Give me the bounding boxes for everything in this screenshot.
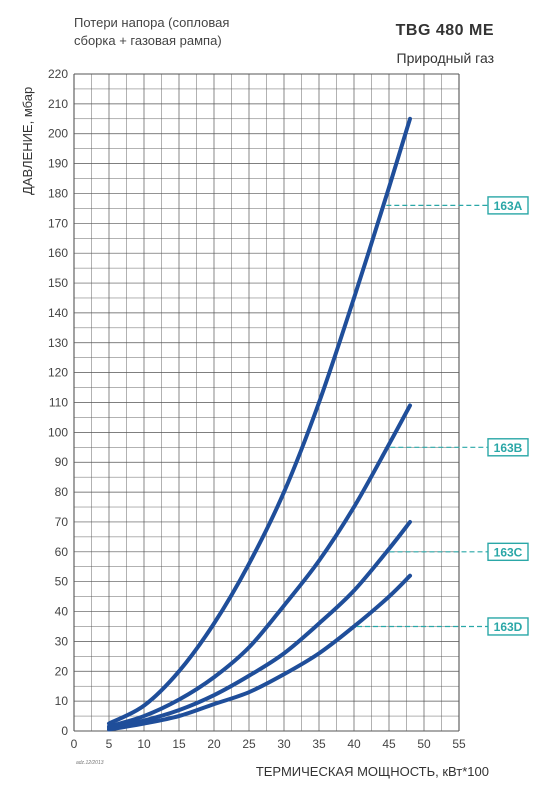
label-box-163a <box>487 196 529 215</box>
chart-curves <box>107 116 412 732</box>
curve-163c <box>107 519 412 731</box>
y-tick-label: 180 <box>48 186 68 200</box>
y-tick-label: 90 <box>55 455 69 469</box>
y-tick-label: 10 <box>55 694 69 708</box>
x-tick-label: 15 <box>172 737 186 751</box>
y-tick-label: 170 <box>48 216 68 230</box>
y-tick-label: 110 <box>49 396 68 410</box>
subtitle-line-2: сборка + газовая рампа) <box>74 33 222 48</box>
x-tick-label: 30 <box>277 737 291 751</box>
y-tick-label: 20 <box>55 664 69 678</box>
x-tick-label: 45 <box>382 737 396 751</box>
x-tick-label: 40 <box>347 737 361 751</box>
y-tick-label: 40 <box>55 605 69 619</box>
x-tick-label: 0 <box>71 737 78 751</box>
y-tick-label: 80 <box>55 485 69 499</box>
chart-grid <box>73 73 460 732</box>
y-tick-label: 120 <box>48 366 68 380</box>
y-tick-label: 140 <box>48 306 68 320</box>
y-tick-label: 60 <box>55 545 69 559</box>
series-label-163b: 163B <box>494 441 523 455</box>
model-title: TBG 480 ME <box>395 22 494 39</box>
y-tick-label: 210 <box>48 97 68 111</box>
y-axis-label: ДАВЛЕНИЕ, мбар <box>20 86 35 195</box>
chart-subtitle: Потери напора (сопловая сборка + газовая… <box>74 14 229 50</box>
x-tick-label: 25 <box>242 737 256 751</box>
revision-stamp: adz.12/2013 <box>76 760 104 766</box>
y-tick-label: 70 <box>55 515 69 529</box>
label-box-163b <box>487 438 529 457</box>
series-label-163c: 163C <box>494 545 523 559</box>
y-tick-label: 220 <box>48 67 68 81</box>
y-tick-label: 30 <box>55 634 69 648</box>
x-tick-label: 20 <box>207 737 221 751</box>
y-tick-label: 50 <box>55 575 69 589</box>
gas-type: Природный газ <box>396 50 494 66</box>
x-axis-label: ТЕРМИЧЕСКАЯ МОЩНОСТЬ, кВт*100 <box>255 764 489 779</box>
x-tick-label: 50 <box>417 737 431 751</box>
x-tick-label: 10 <box>137 737 151 751</box>
series-label-163d: 163D <box>494 620 523 634</box>
series-labels: 163A 163B 163C 163D <box>357 196 529 636</box>
x-tick-label: 55 <box>452 737 466 751</box>
x-tick-label: 5 <box>106 737 113 751</box>
curve-163a <box>107 116 412 726</box>
label-box-163c <box>487 542 529 562</box>
y-tick-label: 150 <box>48 276 68 290</box>
chart-ticks: 0 5 10 15 20 25 30 35 40 45 50 55 0 10 20 30 40 50 60 70 80 9… <box>48 67 466 751</box>
y-tick-label: 160 <box>48 246 68 260</box>
y-tick-label: 200 <box>48 127 68 141</box>
series-label-163a: 163A <box>494 199 523 213</box>
y-tick-label: 190 <box>48 157 68 171</box>
label-box-163d <box>487 617 529 636</box>
curve-163b <box>107 403 412 729</box>
x-tick-label: 35 <box>312 737 326 751</box>
y-tick-label: 100 <box>48 425 68 439</box>
curve-163d <box>107 573 412 732</box>
y-tick-label: 130 <box>48 336 68 350</box>
subtitle-line-1: Потери напора (сопловая <box>74 15 230 30</box>
y-tick-label: 0 <box>61 724 68 738</box>
